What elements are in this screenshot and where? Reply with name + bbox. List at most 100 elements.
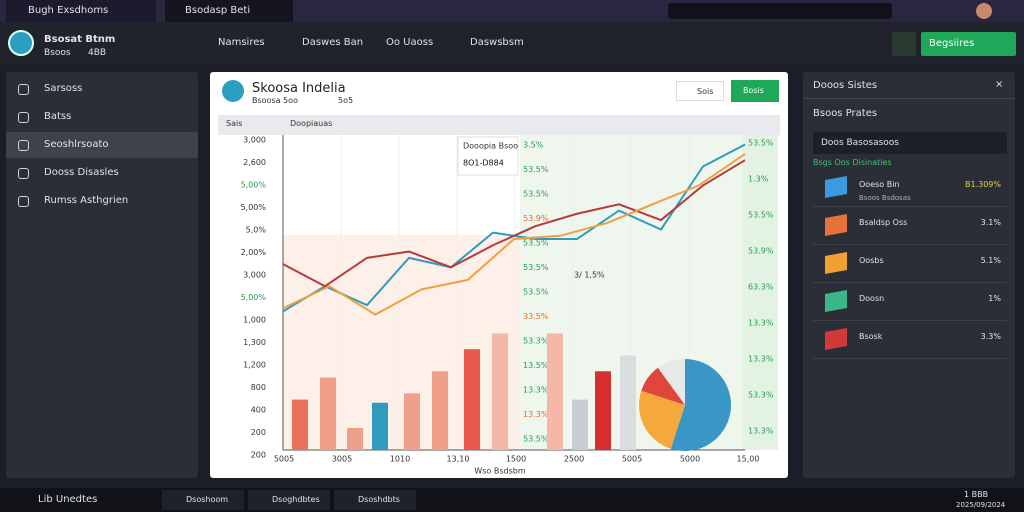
sidebar-item[interactable]: Seoshlrsoato xyxy=(6,132,198,158)
x-label: 3005 xyxy=(332,455,352,464)
sidebar-item[interactable]: Sarsoss xyxy=(6,76,198,102)
y-label: 1,200 xyxy=(243,361,266,370)
divider xyxy=(813,282,1007,283)
y-label: 800 xyxy=(251,383,266,392)
pie-slice xyxy=(639,390,685,449)
sidebar-item[interactable]: Batss xyxy=(6,104,198,130)
taskbar-search[interactable]: Lib Unedtes xyxy=(38,494,98,505)
back-button[interactable] xyxy=(892,32,916,56)
taskbar-app[interactable]: Dsoshoom xyxy=(162,490,244,510)
mid-label: 13.3% xyxy=(523,386,549,395)
nav-link[interactable]: Oo Uaoss xyxy=(386,37,434,48)
user-sub: Bsoos xyxy=(44,48,71,58)
item-value: 1% xyxy=(988,294,1001,303)
avatar[interactable] xyxy=(976,3,992,19)
pie-slice xyxy=(641,367,685,405)
y-label: 200 xyxy=(251,428,266,437)
right-label: 1.3% xyxy=(748,175,769,184)
chart: 3,000 2,600 5,00% 5,00% 5,0% 2,00% 3,000 5,00% 1… xyxy=(241,135,778,476)
bar xyxy=(432,371,448,450)
mid-label: 53.3% xyxy=(523,337,549,346)
mid-label: 53.5% xyxy=(523,239,549,248)
pie-slice xyxy=(657,359,685,405)
taskbar-app[interactable]: Dsoghdbtes xyxy=(248,490,330,510)
icon xyxy=(18,196,29,207)
close-button[interactable]: × xyxy=(995,79,1004,90)
line-series xyxy=(282,159,746,288)
sidebar-label: Rumss Asthgrien xyxy=(44,195,129,206)
address-bar[interactable] xyxy=(668,3,892,19)
x-label: 15,00 xyxy=(737,455,760,464)
sidebar-label: Seoshlrsoato xyxy=(44,139,109,150)
bar xyxy=(320,377,336,450)
item-name: Bsosk xyxy=(859,332,883,341)
bar xyxy=(464,349,480,450)
item-icon xyxy=(825,252,847,274)
tooltip-value: 8O1-D884 xyxy=(463,159,504,168)
item-icon xyxy=(825,328,847,350)
item-name: Bsaldsp Oss xyxy=(859,218,908,227)
right-label: 53.3% xyxy=(748,391,774,400)
icon xyxy=(18,168,29,179)
mid-label: 13.5% xyxy=(523,361,549,370)
column-header: Sais xyxy=(226,119,243,128)
sidebar-item[interactable]: Dooss Disasles xyxy=(6,160,198,186)
y-label: 2,00% xyxy=(241,248,267,257)
sidebar-item[interactable]: Rumss Asthgrien xyxy=(6,188,198,214)
y-label: 200 xyxy=(251,451,266,460)
primary-button[interactable]: Begsiires xyxy=(921,32,1016,56)
app-header: Bsosat Btnm Bsoos 4BB Begsiires Namsires… xyxy=(0,22,1024,64)
mid-label: 53.5% xyxy=(523,165,549,174)
user-code: 4BB xyxy=(88,48,107,58)
section-title: Bsoos Prates xyxy=(813,108,878,119)
item-name: Doosn xyxy=(859,294,885,303)
y-label: 2,600 xyxy=(243,158,266,167)
bar xyxy=(572,399,588,450)
nav-link[interactable]: Daswes Ban xyxy=(302,37,364,48)
nav-link[interactable]: Daswsbsm xyxy=(470,37,524,48)
user-name: Bsosat Btnm xyxy=(44,34,116,45)
sidebar-label: Dooss Disasles xyxy=(44,167,119,178)
line-series xyxy=(282,153,746,316)
bar xyxy=(292,399,308,450)
y-label: 400 xyxy=(251,406,266,415)
bar xyxy=(620,355,636,450)
item-icon xyxy=(825,290,847,312)
tab[interactable]: Bsodasp Beti xyxy=(165,0,293,22)
bar xyxy=(547,333,563,450)
taskbar-app[interactable]: Dsoshdbts xyxy=(334,490,416,510)
logo xyxy=(8,30,34,56)
button[interactable]: Sois xyxy=(676,81,724,101)
mid-label: 53.5% xyxy=(523,288,549,297)
nav-link[interactable]: Namsires xyxy=(218,37,265,48)
list-subtitle: Bsgs Oos Disinaties xyxy=(813,158,892,167)
tab[interactable]: Bugh Exsdhoms xyxy=(6,0,156,22)
bar xyxy=(404,393,420,450)
y-label: 1,300 xyxy=(243,338,266,347)
sidebar-label: Sarsoss xyxy=(44,83,83,94)
y-label: 3,000 xyxy=(243,136,266,145)
icon xyxy=(18,112,29,123)
right-label: 53.5% xyxy=(748,211,774,220)
right-label: 53.5% xyxy=(748,139,774,148)
item-value: 3.1% xyxy=(980,218,1001,227)
bar xyxy=(347,427,363,450)
button[interactable]: Bosis xyxy=(731,80,779,102)
right-label: 13.3% xyxy=(748,355,774,364)
divider xyxy=(803,98,1015,99)
panel-title: Skoosa Indelia xyxy=(252,81,346,96)
x-label: 5005 xyxy=(622,455,642,464)
x-label: 5005 xyxy=(274,455,294,464)
item-icon xyxy=(825,214,847,236)
search-box[interactable]: Doos Basosasoos xyxy=(813,132,1007,154)
right-panel: Dooos Sistes × Bsoos Prates Doos Basosas… xyxy=(803,72,1015,478)
x-label: 13,10 xyxy=(447,455,470,464)
x-label: 1500 xyxy=(506,455,526,464)
x-label: 5000 xyxy=(680,455,700,464)
item-value: 5.1% xyxy=(980,256,1001,265)
pie-slice xyxy=(670,359,731,452)
clock-date: 2025/09/2024 xyxy=(956,501,1006,509)
right-title: Dooos Sistes xyxy=(813,80,878,91)
mid-label: 13.3% xyxy=(523,410,549,419)
x-title: Wso Bsdsbm xyxy=(474,467,525,476)
